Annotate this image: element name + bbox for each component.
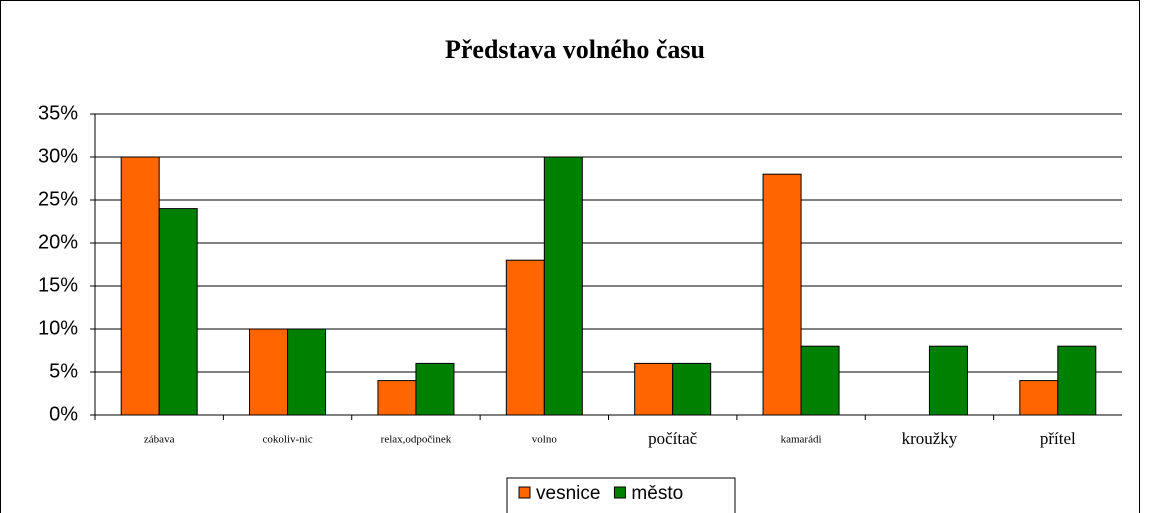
bar [762, 173, 802, 416]
bar [1019, 380, 1059, 416]
x-tick-label: přítel [1040, 429, 1076, 448]
legend-swatch [518, 486, 531, 499]
bar [543, 156, 583, 416]
bar [928, 345, 968, 416]
bar [249, 328, 289, 416]
bar [287, 328, 327, 416]
chart-title: Představa volného času [445, 35, 705, 64]
x-tick-label: kroužky [902, 429, 958, 448]
x-tick-label: kamarádi [781, 434, 822, 446]
bar [1057, 345, 1097, 416]
bar [377, 380, 417, 416]
bar [120, 156, 160, 416]
y-tick-label: 15% [38, 274, 78, 296]
bar [672, 362, 712, 416]
bar [800, 345, 840, 416]
y-tick-label: 20% [38, 231, 78, 253]
legend-label: město [631, 483, 683, 504]
y-tick-label: 25% [38, 188, 78, 210]
x-tick-label: zábava [144, 434, 175, 446]
x-tick-label: relax,odpočinek [381, 434, 452, 446]
bar [505, 259, 545, 416]
y-tick-label: 35% [38, 102, 78, 124]
bar [158, 208, 198, 416]
x-tick-label: cokoliv-nic [263, 434, 313, 446]
y-tick-label: 10% [38, 317, 78, 339]
y-tick-label: 5% [49, 360, 78, 382]
y-tick-label: 30% [38, 145, 78, 167]
legend-label: vesnice [536, 483, 600, 504]
x-tick-label: volno [532, 434, 558, 446]
y-tick-label: 0% [49, 403, 78, 425]
bar [415, 362, 455, 416]
bar [634, 362, 674, 416]
legend-swatch [613, 486, 626, 499]
x-tick-label: počítač [648, 429, 698, 448]
